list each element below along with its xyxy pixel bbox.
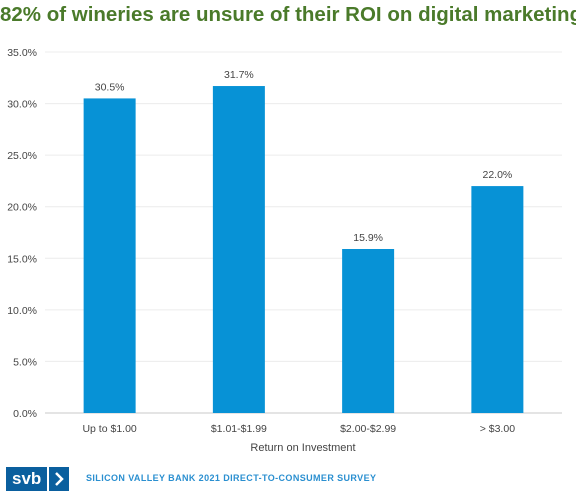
chart-title: 82% of wineries are unsure of their ROI …: [0, 3, 576, 26]
x-tick-label: Up to $1.00: [82, 423, 136, 435]
bar: [342, 249, 395, 413]
x-tick-label: $2.00-$2.99: [340, 423, 396, 435]
svb-logo: svb: [6, 467, 70, 491]
x-axis-ticks: Up to $1.00 $1.01-$1.99 $2.00-$2.99 > $3.00: [82, 423, 515, 435]
footer: svb SILICON VALLEY BANK 2021 DIRECT-TO-C…: [0, 462, 576, 499]
bar: [83, 98, 136, 414]
x-axis-label: Return on Investment: [250, 442, 355, 454]
survey-label: SILICON VALLEY BANK 2021 DIRECT-TO-CONSU…: [86, 473, 377, 483]
y-tick-label: 10.0%: [7, 305, 37, 317]
y-tick-label: 35.0%: [7, 47, 37, 59]
bar-chart: 0.0% 5.0% 10.0% 15.0% 20.0% 25.0% 30.0% 35.0% 3…: [7, 47, 562, 454]
chevron-right-icon: [49, 467, 70, 491]
y-tick-label: 15.0%: [7, 253, 37, 265]
data-label: 31.7%: [224, 69, 254, 81]
bar: [471, 186, 524, 413]
y-tick-label: 0.0%: [13, 408, 37, 420]
logo-text: svb: [6, 467, 48, 491]
x-tick-label: > $3.00: [480, 423, 515, 435]
y-tick-label: 20.0%: [7, 202, 37, 214]
data-label: 22.0%: [482, 169, 512, 181]
bars: 30.5% 31.7% 15.9% 22.0%: [83, 69, 524, 414]
x-tick-label: $1.01-$1.99: [211, 423, 267, 435]
y-tick-label: 25.0%: [7, 150, 37, 162]
y-tick-label: 30.0%: [7, 99, 37, 111]
y-tick-label: 5.0%: [13, 356, 37, 368]
data-label: 15.9%: [353, 232, 383, 244]
bar: [212, 86, 265, 413]
data-label: 30.5%: [95, 81, 125, 93]
y-axis-ticks: 0.0% 5.0% 10.0% 15.0% 20.0% 25.0% 30.0% 35.0%: [7, 47, 37, 420]
